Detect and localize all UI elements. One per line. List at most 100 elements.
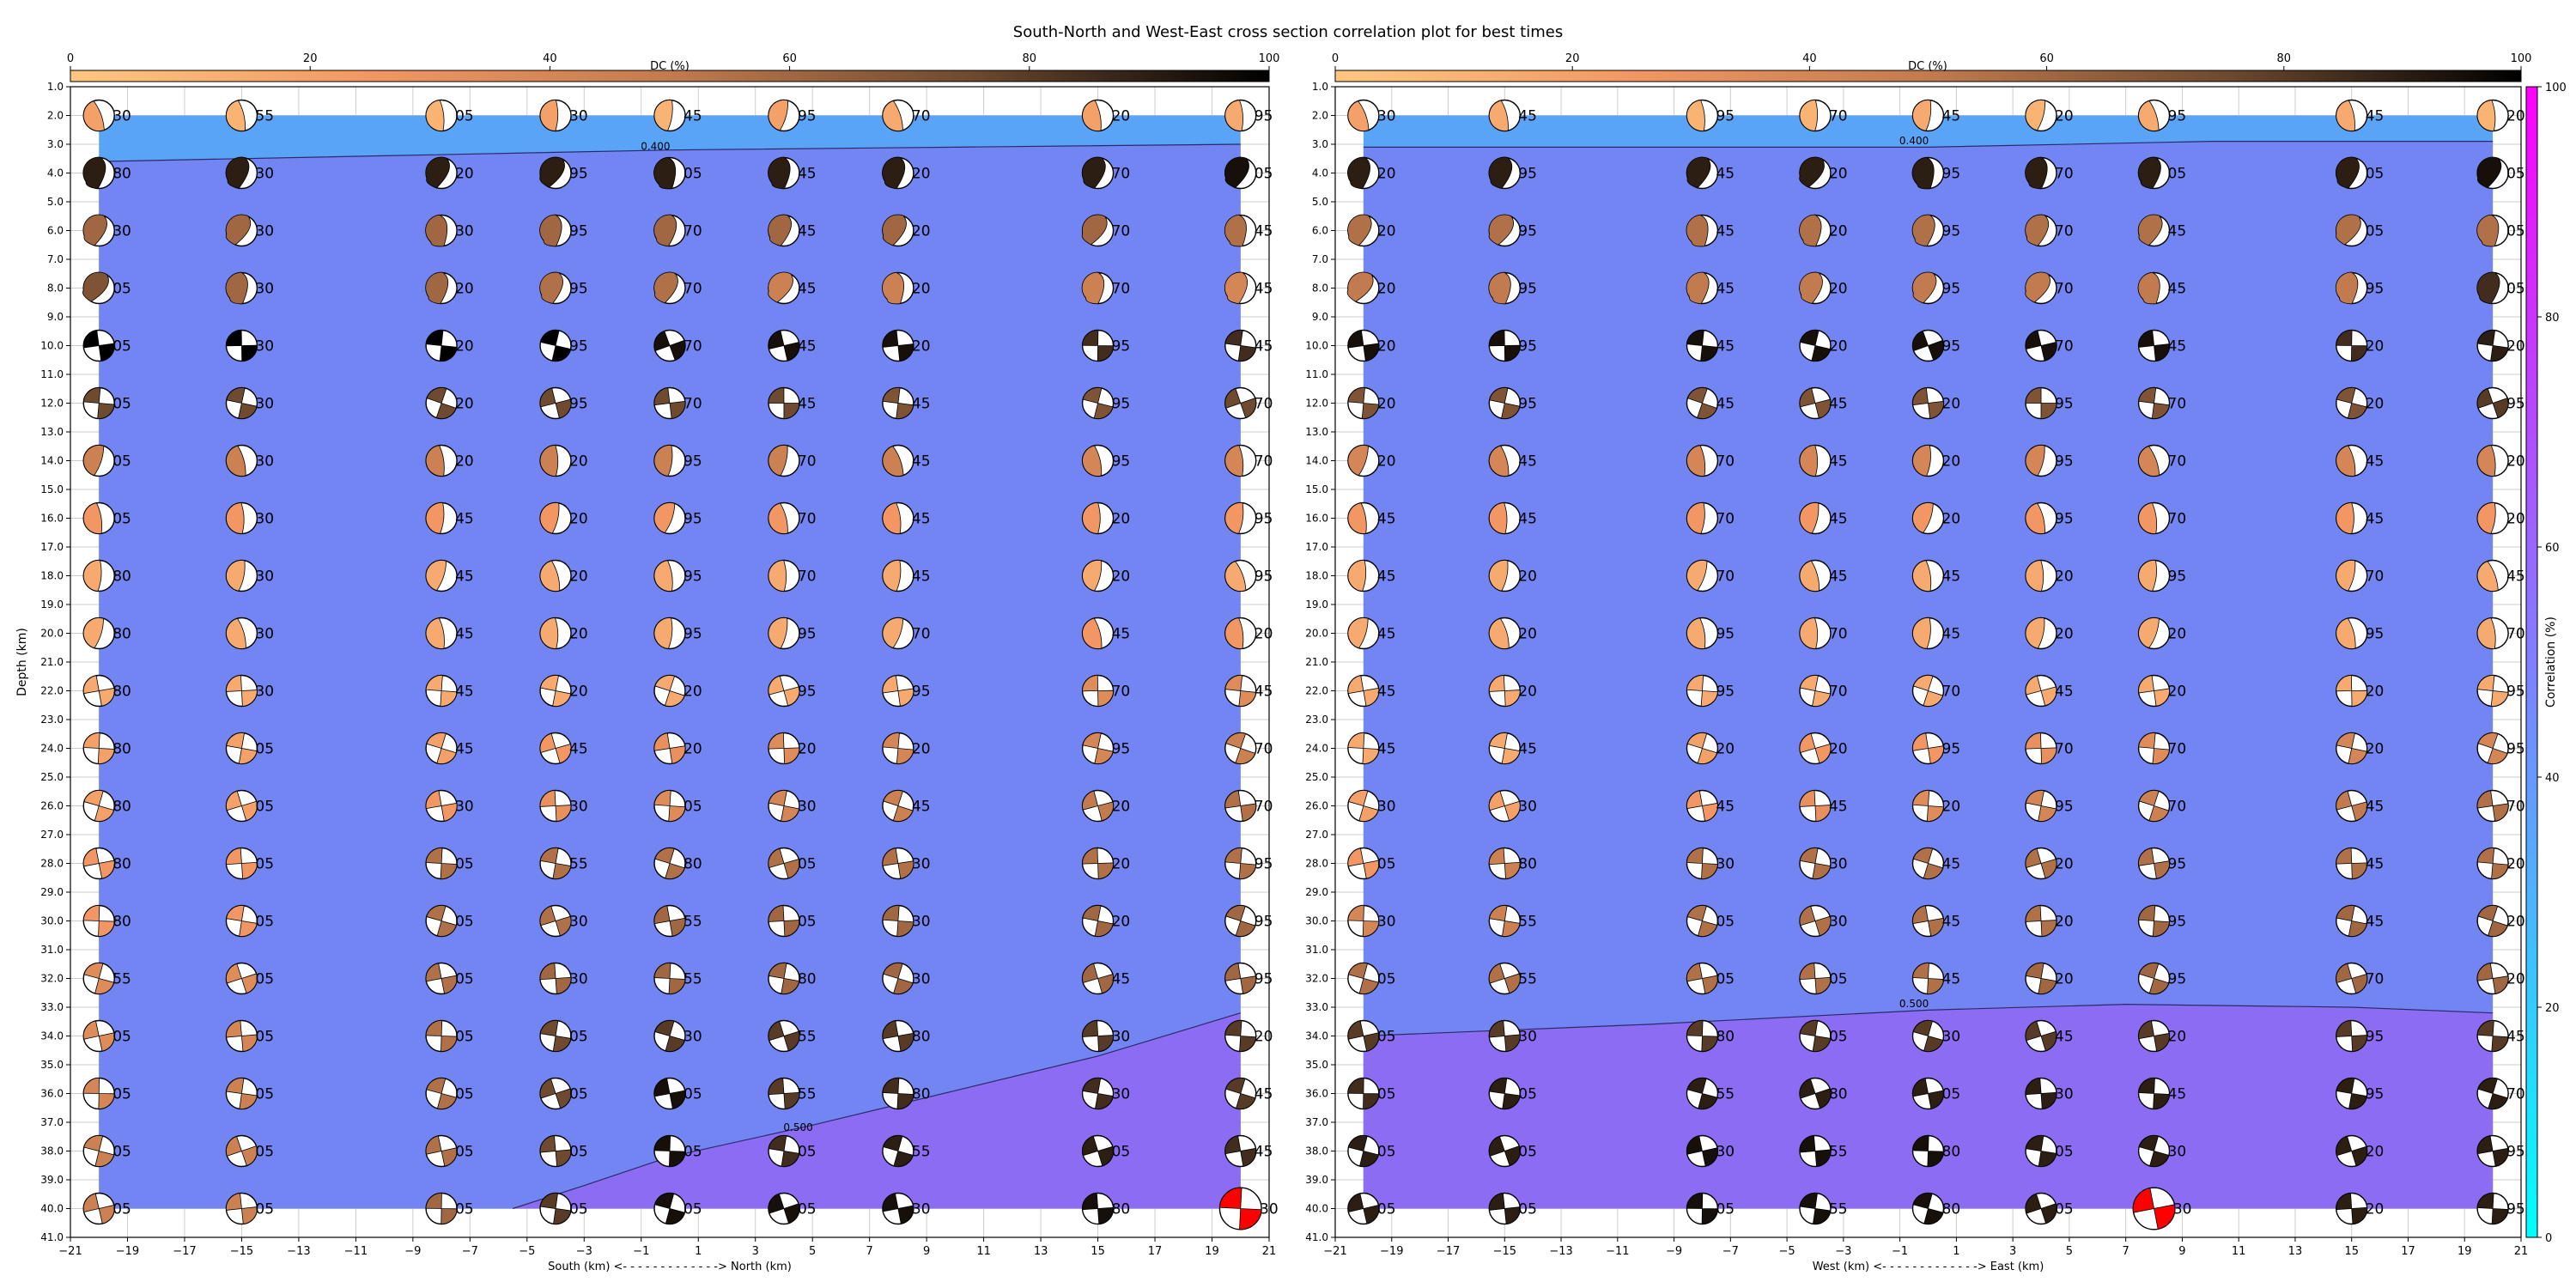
x-tick-label: −3: [576, 1245, 592, 1258]
dc-colorbar-tick: 0: [1332, 52, 1339, 65]
beachball-label: 20: [1377, 281, 1396, 298]
y-tick-label: 31.0: [1305, 944, 1328, 956]
y-tick-label: 15.0: [40, 483, 64, 495]
beachball-label: 05: [1377, 1201, 1396, 1218]
beachball: [1224, 99, 1257, 132]
beachball-label: 20: [2055, 568, 2074, 586]
contour-label: 0.400: [1899, 135, 1929, 147]
dc-colorbar-left: DC (%) 0 20 40 60 80 100: [67, 52, 1279, 82]
beachball-label: 20: [1518, 683, 1537, 701]
beachball: [1224, 559, 1257, 592]
beachball: [1799, 617, 1832, 650]
y-tick-label: 13.0: [40, 426, 64, 438]
beachball-label: 95: [2055, 453, 2074, 471]
beachball-label: 05: [2366, 166, 2385, 183]
beachball: [82, 789, 115, 823]
beachball-label: 20: [455, 396, 474, 413]
beachball-label: 45: [912, 396, 931, 413]
beachball: [2025, 1192, 2057, 1225]
beachball-label: 70: [683, 338, 702, 355]
beachball-label: 80: [912, 1029, 931, 1046]
beachball: [768, 559, 800, 592]
beachball: [2336, 847, 2368, 880]
x-tick-label: −17: [1437, 1245, 1460, 1258]
beachball-label: 70: [1255, 396, 1273, 413]
beachball: [2336, 1019, 2368, 1053]
beachball-label: 45: [2366, 856, 2385, 873]
beachball: [882, 386, 914, 420]
beachball-label: 95: [1112, 741, 1131, 758]
beachball-label: 70: [1829, 108, 1848, 125]
beachball: [882, 617, 914, 650]
beachball-label: 95: [2168, 856, 2187, 873]
beachball-label: 45: [912, 453, 931, 471]
beachball: [1081, 1134, 1115, 1168]
beachball-label: 95: [569, 223, 588, 240]
y-tick-label: 19.0: [40, 598, 64, 611]
beachball: [425, 1134, 458, 1168]
beachball-label: 95: [683, 568, 702, 586]
beachball: [2132, 1187, 2176, 1230]
x-tick-label: −21: [58, 1245, 82, 1258]
beachball: [2025, 559, 2057, 592]
beachball-label: 20: [2168, 683, 2187, 701]
y-tick-label: 36.0: [1305, 1088, 1328, 1100]
beachball: [2025, 732, 2057, 765]
beachball: [2476, 674, 2509, 708]
beachball-label: 05: [112, 396, 131, 413]
beachball: [82, 156, 115, 190]
x-tick-label: 7: [2123, 1245, 2129, 1258]
beachball: [1347, 444, 1380, 477]
beachball: [1224, 1077, 1257, 1110]
x-tick-label: 5: [809, 1245, 816, 1258]
beachball-label: 20: [569, 626, 588, 643]
y-tick-label: 14.0: [1305, 455, 1328, 467]
x-tick-label: −15: [230, 1245, 253, 1258]
beachball-label: 05: [2506, 223, 2525, 240]
beachball-label: 20: [1829, 223, 1848, 240]
beachball: [768, 386, 800, 420]
beachball: [882, 444, 914, 477]
beachball: [225, 674, 258, 708]
beachball-label: 05: [112, 1029, 131, 1046]
beachball-label: 45: [1377, 568, 1396, 586]
beachball-label: 45: [683, 108, 702, 125]
beachball-label: 70: [2506, 799, 2525, 816]
beachball-label: 45: [455, 511, 474, 528]
beachball-label: 95: [2168, 568, 2187, 586]
beachball: [1686, 156, 1719, 190]
beachball: [1081, 329, 1115, 362]
beachball-label: 20: [1377, 453, 1396, 471]
beachball-label: 45: [1942, 914, 1961, 931]
beachball: [1347, 329, 1380, 362]
beachball-label: 05: [455, 1144, 474, 1161]
beachball-label: 95: [798, 626, 817, 643]
beachball-label: 95: [2168, 971, 2187, 988]
beachball-label: 20: [1377, 223, 1396, 240]
beachball: [1686, 1019, 1719, 1053]
beachball: [882, 732, 914, 765]
beachball: [425, 99, 458, 132]
beachball: [2137, 559, 2171, 592]
beachball-label: 45: [2168, 223, 2187, 240]
beachball: [2476, 1019, 2509, 1053]
beachball-label: 05: [255, 741, 274, 758]
beachball: [2336, 617, 2368, 650]
y-tick-label: 31.0: [40, 944, 64, 956]
beachball-label: 45: [2506, 1029, 2525, 1046]
beachball: [82, 674, 115, 708]
y-tick-label: 2.0: [1312, 110, 1328, 122]
y-tick-label: 26.0: [1305, 800, 1328, 812]
beachball: [225, 99, 258, 132]
beachball-label: 05: [255, 1201, 274, 1218]
contour-line: [99, 143, 1241, 162]
beachball-label: 55: [1829, 1144, 1848, 1161]
y-tick-label: 14.0: [40, 455, 64, 467]
beachball: [1224, 904, 1257, 938]
beachball-label: 20: [912, 281, 931, 298]
x-tick-label: 13: [2288, 1245, 2303, 1258]
beachball-label: 70: [1716, 568, 1735, 586]
beachball: [653, 617, 686, 650]
beachball: [1799, 386, 1832, 420]
beachball-label: 45: [1716, 223, 1735, 240]
